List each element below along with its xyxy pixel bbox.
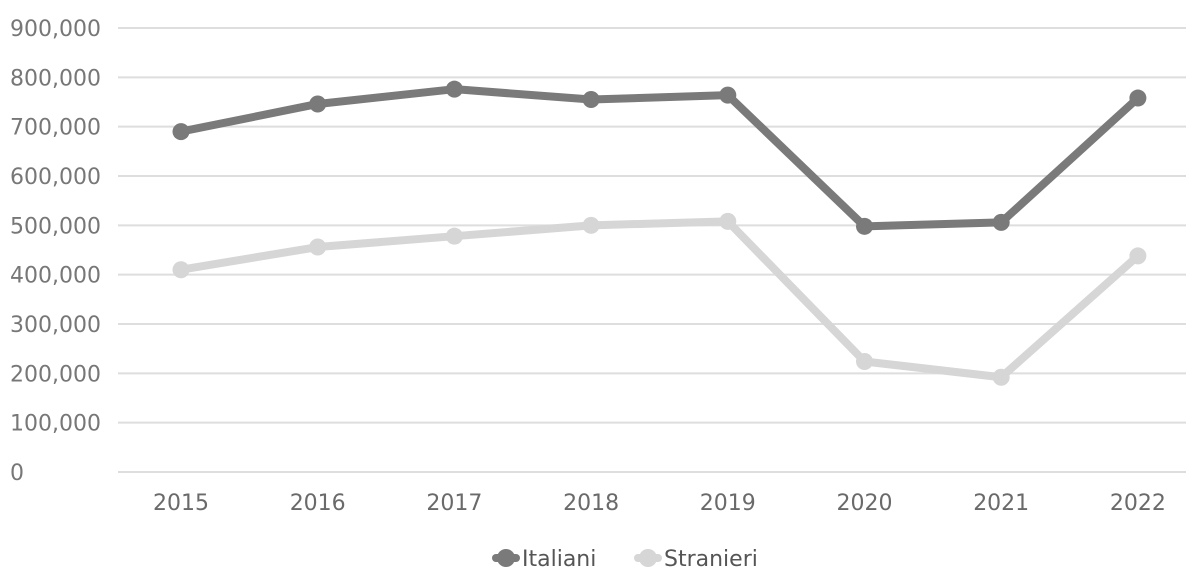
data-point: [719, 86, 737, 104]
legend-item-stranieri[interactable]: Stranieri: [634, 547, 758, 570]
data-point: [172, 261, 190, 279]
legend: Italiani Stranieri: [492, 547, 758, 570]
x-tick-label: 2018: [563, 491, 619, 516]
x-tick-label: 2015: [153, 491, 209, 516]
x-tick-label: 2019: [700, 491, 756, 516]
x-tick-label: 2021: [973, 491, 1029, 516]
data-point: [582, 216, 600, 234]
series: [172, 80, 1147, 386]
series-stranieri: [172, 212, 1147, 386]
data-point: [1129, 247, 1147, 265]
data-point: [309, 95, 327, 113]
data-point: [582, 91, 600, 109]
data-point: [172, 123, 190, 141]
x-tick-label: 2017: [426, 491, 482, 516]
y-tick-label: 900,000: [10, 17, 101, 42]
y-tick-label: 700,000: [10, 116, 101, 141]
y-tick-label: 500,000: [10, 214, 101, 239]
y-tick-label: 100,000: [10, 412, 101, 437]
data-point: [445, 80, 463, 98]
y-tick-label: 0: [10, 461, 24, 486]
data-point: [856, 217, 873, 235]
legend-label: Stranieri: [664, 547, 758, 570]
data-point: [1129, 89, 1147, 107]
data-point: [856, 352, 873, 370]
x-tick-label: 2016: [290, 491, 346, 516]
y-axis: 0 100,000 200,000 300,000 400,000 500,000 600,…: [10, 17, 101, 486]
y-tick-label: 200,000: [10, 362, 101, 387]
x-tick-label: 2020: [837, 491, 893, 516]
y-tick-label: 600,000: [10, 165, 101, 190]
data-point: [992, 213, 1010, 231]
data-point: [309, 238, 327, 256]
y-tick-label: 300,000: [10, 313, 101, 338]
x-tick-label: 2022: [1110, 491, 1166, 516]
legend-swatch-marker: [497, 549, 515, 567]
data-point: [719, 212, 737, 230]
y-tick-label: 400,000: [10, 264, 101, 289]
legend-label: Italiani: [522, 547, 596, 570]
legend-swatch-marker: [639, 549, 657, 567]
data-point: [445, 227, 463, 245]
x-axis: 2015 2016 2017 2018 2019 2020 2021 2022: [153, 491, 1166, 516]
series-italiani: [172, 80, 1147, 235]
data-point: [992, 368, 1010, 386]
y-tick-label: 800,000: [10, 66, 101, 91]
series-line-stranieri: [177, 217, 1142, 382]
legend-item-italiani[interactable]: Italiani: [492, 547, 596, 570]
series-line-italiani: [177, 85, 1142, 231]
